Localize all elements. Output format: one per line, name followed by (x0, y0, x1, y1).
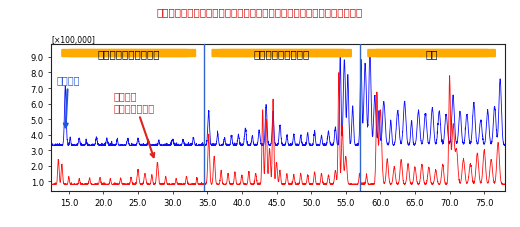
Text: さわやか・フルーティ: さわやか・フルーティ (97, 49, 160, 59)
FancyArrow shape (368, 50, 496, 57)
Text: [×100,000]: [×100,000] (51, 35, 95, 44)
Text: イチゴジャムの挥発性成分～ガスクロマトグラフー質量分析計の分析結果: イチゴジャムの挥発性成分～ガスクロマトグラフー質量分析計の分析結果 (157, 7, 363, 17)
FancyArrow shape (62, 50, 196, 57)
FancyArrow shape (368, 50, 496, 57)
Text: グリーン・酸っぱい: グリーン・酸っぱい (254, 49, 310, 59)
FancyArrow shape (212, 50, 352, 57)
FancyArrow shape (62, 50, 196, 57)
Text: 従来製法: 従来製法 (56, 74, 80, 128)
FancyArrow shape (212, 50, 352, 57)
Text: おいしさ
ナチュラル製法: おいしさ ナチュラル製法 (114, 91, 155, 158)
Text: 甘い: 甘い (425, 49, 438, 59)
